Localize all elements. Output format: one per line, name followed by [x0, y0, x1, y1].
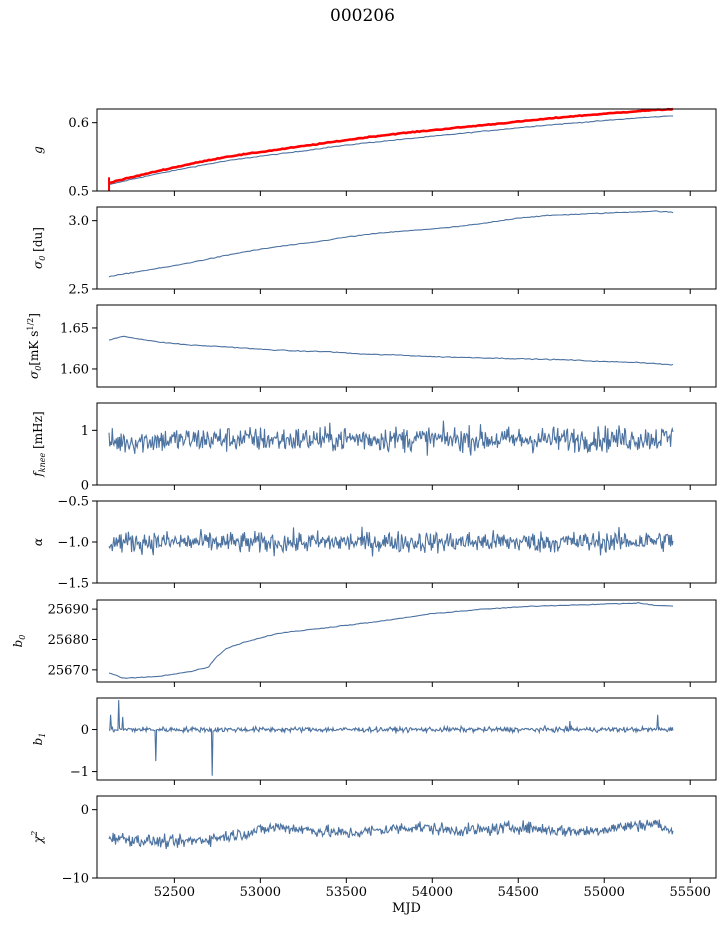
y-tick-label: 25690 [48, 603, 89, 618]
y-axis-label: σ0 [du] [31, 227, 47, 269]
y-tick-label: 0.5 [68, 185, 89, 200]
y-tick-label: 3.0 [68, 214, 89, 229]
panel-frame [96, 697, 717, 781]
y-tick-label: −1 [70, 765, 89, 780]
panel-2: 2.5 3.0 σ0 [du] [31, 206, 717, 298]
panel-frame [96, 108, 717, 192]
y-tick-label: −10 [62, 872, 89, 887]
y-tick-label: 1 [81, 424, 89, 439]
y-axis-label: g [31, 146, 45, 154]
panel-7: −1 0 b1 [31, 697, 717, 785]
y-axis-label: χ2 [30, 831, 45, 844]
x-tick-label: 55500 [670, 885, 711, 900]
panel-3: 1.60 1.65 σ0[mK s1/2] [26, 304, 717, 392]
panel-frame [96, 206, 717, 290]
panel-6: 25670 25680 25690 b0 [11, 599, 717, 687]
series-line-6-1 [108, 601, 674, 679]
series-line-5-1 [108, 526, 674, 557]
panel-1: 0.5 0.6 g [31, 107, 717, 200]
y-tick-label: −0.5 [57, 495, 89, 510]
y-tick-label: 1.60 [60, 362, 89, 377]
series-line-2-1 [108, 210, 674, 278]
panel-frame [96, 599, 717, 683]
series-line-3-1 [108, 335, 674, 366]
y-axis-label: b0 [11, 635, 27, 648]
series-line-1-2 [108, 107, 674, 184]
panel-frame [96, 795, 717, 879]
y-tick-label: 0 [81, 479, 89, 494]
y-tick-label: 1.65 [60, 321, 89, 336]
x-axis-label: MJD [392, 901, 421, 916]
x-tick-label: 53500 [326, 885, 367, 900]
y-tick-label: 25680 [48, 633, 89, 648]
series-line-4-1 [108, 420, 674, 456]
y-tick-label: −1.5 [57, 577, 89, 592]
x-tick-label: 54500 [498, 885, 539, 900]
panel-frame [96, 304, 717, 388]
y-axis-label: b1 [31, 733, 47, 746]
x-tick-label: 55000 [584, 885, 625, 900]
series-line-1-1 [108, 115, 674, 186]
y-tick-label: 25670 [48, 663, 89, 678]
y-tick-label: 0 [81, 803, 89, 818]
y-tick-label: 0 [81, 723, 89, 738]
y-axis-label: α [31, 538, 45, 546]
y-tick-label: 2.5 [68, 283, 89, 298]
x-tick-label: 52500 [154, 885, 195, 900]
y-axis-label: fknee [mHz] [31, 411, 47, 477]
x-tick-label: 54000 [412, 885, 453, 900]
panel-5: −1.5 −1.0 −0.5 α [31, 495, 717, 592]
figure-title: 000206 [330, 6, 395, 26]
y-axis-label: σ0[mK s1/2] [26, 313, 43, 379]
panel-4: 0 1 fknee [mHz] [31, 402, 717, 494]
series-line-7-1 [108, 700, 674, 776]
x-tick-label: 53000 [240, 885, 281, 900]
series-line-8-1 [108, 819, 674, 850]
y-tick-label: −1.0 [57, 536, 89, 551]
y-tick-label: 0.6 [68, 116, 89, 131]
panel-8: 52500 53000 53500 54000 54500 55000 55500 −10 0 χ… [30, 795, 717, 916]
panel-frame [96, 402, 717, 486]
